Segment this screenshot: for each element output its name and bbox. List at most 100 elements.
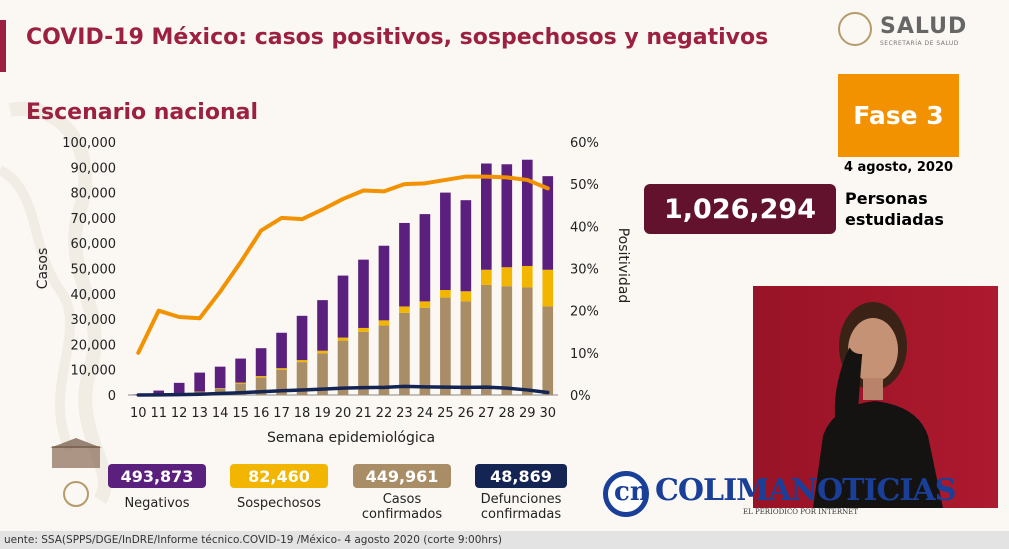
bar-negativos <box>194 372 205 392</box>
x-tick-label: 10 <box>130 406 147 421</box>
y2-axis-label: Positividad <box>615 228 631 304</box>
x-tick-label: 21 <box>355 406 372 421</box>
summary-badge-0: 493,873 <box>108 464 206 488</box>
source-footer: uente: SSA(SPPS/DGE/InDRE/Informe técnic… <box>0 531 1009 549</box>
summary-label-1: Sospechosos <box>236 496 322 511</box>
watermark-text: COLIMANOTICIAS <box>655 473 956 508</box>
x-tick-label: 23 <box>396 406 413 421</box>
bar-sospechosos <box>481 269 492 285</box>
bar-sospechosos <box>542 269 554 307</box>
bar-negativos <box>521 159 533 266</box>
summary-label-3: Defunciones confirmadas <box>480 492 562 522</box>
bar-casos-confirmados <box>337 340 349 395</box>
summary-badge-3: 48,869 <box>475 464 567 488</box>
logo-word: SALUD <box>880 14 968 39</box>
bar-sospechosos <box>440 290 451 298</box>
y2-tick-label: 40% <box>570 220 599 235</box>
watermark-tagline: EL PERIÓDICO POR INTERNET <box>743 508 859 516</box>
studied-label-line2: estudiadas <box>845 210 944 229</box>
y2-tick-label: 0% <box>570 389 591 404</box>
bar-casos-confirmados <box>481 284 492 395</box>
y2-tick-label: 60% <box>570 136 599 151</box>
y-tick-label: 100,000 <box>62 136 116 151</box>
y2-tick-label: 10% <box>570 347 599 362</box>
y-tick-label: 70,000 <box>71 212 117 227</box>
bar-sospechosos <box>296 360 308 363</box>
bar-casos-confirmados <box>521 287 533 395</box>
bar-sospechosos <box>337 337 349 341</box>
phase-badge: Fase 3 <box>838 74 959 157</box>
decorative-pattern <box>0 101 112 504</box>
y-axis-label: Casos <box>35 248 51 290</box>
bar-sospechosos <box>214 388 226 389</box>
bar-negativos <box>542 176 554 270</box>
bar-sospechosos <box>255 376 267 378</box>
bar-negativos <box>460 200 472 292</box>
bar-sospechosos <box>378 320 390 326</box>
bar-negativos <box>276 332 287 369</box>
bar-negativos <box>317 300 328 351</box>
bar-sospechosos <box>501 267 513 287</box>
page-title: COVID-19 México: casos positivos, sospec… <box>26 25 769 50</box>
bar-negativos <box>214 366 226 389</box>
y-tick-label: 60,000 <box>71 237 117 252</box>
line-defunciones-confirmadas <box>136 384 550 397</box>
x-tick-label: 15 <box>232 406 249 421</box>
y-tick-label: 80,000 <box>71 187 117 202</box>
bar-casos-confirmados <box>317 353 328 395</box>
bar-casos-confirmados <box>378 325 390 395</box>
x-tick-label: 27 <box>478 406 495 421</box>
bar-casos-confirmados <box>296 362 308 395</box>
watermark: cn COLIMANOTICIAS EL PERIÓDICO POR INTER… <box>603 471 963 519</box>
bar-casos-confirmados <box>276 369 287 395</box>
bar-negativos <box>378 245 390 321</box>
bar-negativos <box>173 382 185 393</box>
summary-label-0: Negativos <box>124 496 190 511</box>
studied-count: 1,026,294 <box>644 184 836 234</box>
y-tick-label: 20,000 <box>71 338 117 353</box>
bar-casos-confirmados <box>460 301 472 395</box>
y-tick-label: 50,000 <box>71 263 117 278</box>
bar-negativos <box>235 358 246 383</box>
bar-casos-confirmados <box>255 377 267 395</box>
interpreter-image <box>753 286 998 508</box>
bar-sospechosos <box>358 327 369 332</box>
x-tick-label: 19 <box>314 406 331 421</box>
x-tick-label: 24 <box>417 406 434 421</box>
bar-sospechosos <box>521 265 533 288</box>
building-icon <box>50 438 102 507</box>
watermark-circle-icon: cn <box>603 471 649 517</box>
summary-label-2: Casos confirmados <box>361 492 443 522</box>
bar-negativos <box>399 222 410 307</box>
x-tick-label: 14 <box>212 406 229 421</box>
bar-negativos <box>153 390 165 395</box>
bar-sospechosos <box>317 350 328 354</box>
bar-casos-confirmados <box>440 297 451 395</box>
bar-negativos <box>337 275 349 338</box>
line-positividad <box>136 174 550 355</box>
phase-date: 4 agosto, 2020 <box>843 160 954 175</box>
y2-tick-label: 20% <box>570 305 599 320</box>
logo-subtitle: SECRETARÍA DE SALUD <box>880 40 959 47</box>
y-tick-label: 30,000 <box>71 313 117 328</box>
y2-tick-label: 50% <box>570 178 599 193</box>
y-tick-label: 90,000 <box>71 161 117 176</box>
bar-casos-confirmados <box>235 383 246 395</box>
x-tick-label: 22 <box>376 406 393 421</box>
bar-sospechosos <box>276 368 287 370</box>
y-tick-label: 0 <box>108 389 116 404</box>
institution-logo <box>48 438 104 518</box>
bar-sospechosos <box>235 382 246 384</box>
bar-casos-confirmados <box>399 312 410 395</box>
watermark-glyph: cn <box>614 477 649 507</box>
bar-negativos <box>296 315 308 361</box>
x-tick-label: 28 <box>499 406 516 421</box>
bar-sospechosos <box>460 291 472 302</box>
summary-badge-2: 449,961 <box>353 464 451 488</box>
x-tick-label: 11 <box>150 406 167 421</box>
bar-negativos <box>358 259 369 328</box>
x-axis-label: Semana epidemiológica <box>267 430 435 446</box>
bar-casos-confirmados <box>358 331 369 395</box>
x-tick-label: 16 <box>253 406 270 421</box>
